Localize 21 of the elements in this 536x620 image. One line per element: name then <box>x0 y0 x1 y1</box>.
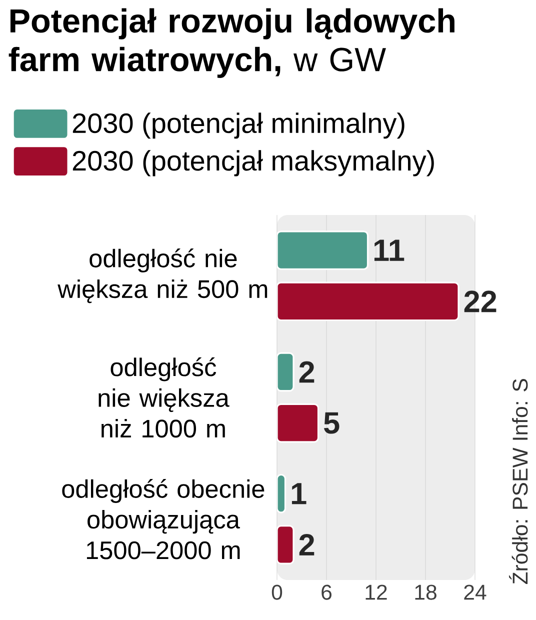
data-label: 2 <box>299 361 314 383</box>
x-tick-label: 0 <box>272 584 282 600</box>
chart-title: Potencjał rozwoju lądowych farm wiatrowych, w GW <box>8 8 454 78</box>
data-label: 11 <box>374 240 404 261</box>
data-label: 5 <box>324 412 340 434</box>
data-label: 1 <box>292 483 306 504</box>
x-tick-label: 12 <box>366 584 387 600</box>
y-tick-label: odległość nie większa niż 1000 m <box>98 357 230 438</box>
legend-label: 2030 (potencjał maksymalny) <box>72 150 434 176</box>
x-tick-label: 6 <box>322 584 332 600</box>
x-tick-label: 24 <box>464 584 486 600</box>
y-tick-label: odległość nie większa niż 500 m <box>58 248 268 304</box>
data-label: 2 <box>299 534 314 556</box>
y-tick-label: odległość obecnie obowiązująca 1500–2000 m <box>62 479 264 560</box>
data-label: 22 <box>464 290 496 312</box>
legend-label: 2030 (potencjał minimalny) <box>72 112 404 139</box>
bar <box>276 282 460 322</box>
bar <box>276 403 320 443</box>
text: Źródło: PSEW Info: S <box>509 379 528 584</box>
x-tick-label: 18 <box>415 584 436 600</box>
bar <box>276 230 369 270</box>
